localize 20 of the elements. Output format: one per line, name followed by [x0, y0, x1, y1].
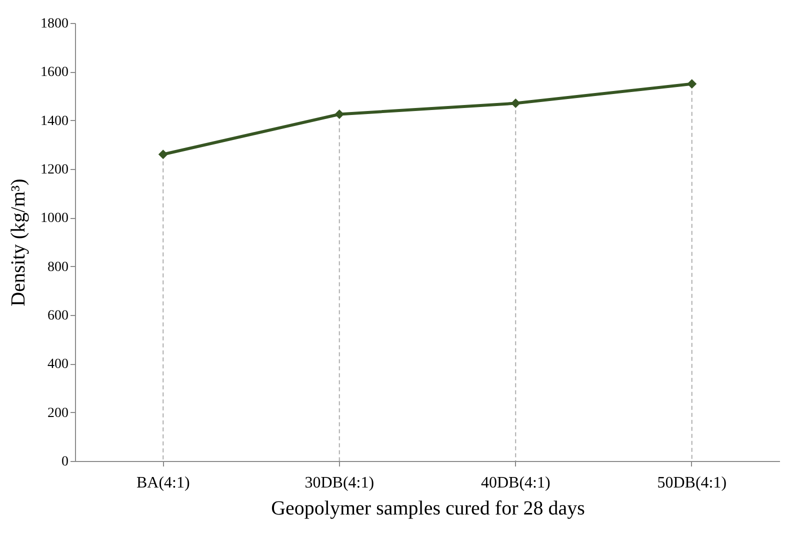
y-tick-label: 1200 [40, 162, 68, 178]
x-axis-title: Geopolymer samples cured for 28 days [271, 498, 586, 520]
y-tick-label: 1000 [40, 211, 68, 226]
point [510, 98, 520, 108]
x-tick-label: 50DB(4:1) [657, 474, 727, 492]
y-tick-label: 400 [48, 357, 68, 372]
x-tick-label: BA(4:1) [136, 474, 190, 492]
y-axis-title: Density (kg/m³) [8, 178, 30, 306]
x-tick-label: 30DB(4:1) [304, 474, 374, 492]
y-tick-label: 600 [48, 308, 68, 324]
point [158, 150, 168, 160]
x-tick-label: 40DB(4:1) [480, 474, 550, 492]
y-tick-label: 800 [48, 260, 68, 275]
y-tick-label: 1600 [40, 65, 68, 80]
y-tick-label: 1400 [40, 114, 68, 129]
point [334, 110, 344, 119]
y-tick-label: 200 [48, 406, 68, 421]
y-tick-label: 0 [62, 454, 68, 470]
point [687, 79, 697, 89]
y-tick-label: 1800 [40, 16, 68, 32]
